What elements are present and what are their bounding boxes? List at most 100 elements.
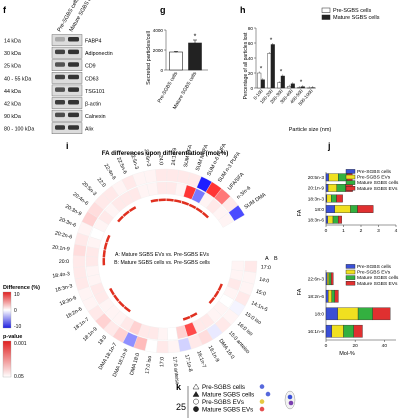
- y-tick-label: 0: [250, 86, 253, 91]
- pvalue-arc: [105, 234, 111, 243]
- blot-size-label: 90 kDa: [4, 114, 21, 120]
- bar-segment: [336, 184, 346, 192]
- colorbar-tick: 10: [14, 292, 20, 298]
- category-label: 0-100: [252, 88, 264, 101]
- panel-g-letter: g: [160, 5, 166, 15]
- panel-h-xlabel: Particle size (nm): [289, 127, 332, 133]
- pvalue-colorbar: p-value 0.001 0.05: [2, 334, 27, 380]
- bar: [169, 51, 183, 71]
- heatmap-label: 18:1n-7: [73, 317, 91, 332]
- pvalue-arc: [102, 258, 106, 266]
- panel-k-letter: k: [176, 382, 182, 392]
- pvalue-tick: 0.001: [14, 341, 27, 347]
- bar-segment: [334, 205, 351, 213]
- ring-label-b: B: [274, 256, 278, 262]
- x-tick-label: 2: [360, 228, 363, 234]
- blot-band: [55, 37, 65, 42]
- category-label: 18:2n-6: [308, 294, 325, 300]
- blot-size-label: 25 kDa: [4, 64, 21, 70]
- significance-marker: *: [280, 69, 283, 76]
- blot-protein-label: CD9: [85, 64, 96, 70]
- blot-band: [55, 87, 65, 92]
- blot-band: [55, 125, 65, 130]
- blot-size-label: 14 kDa: [4, 39, 21, 45]
- blot-band: [68, 125, 79, 130]
- blot-band: [55, 74, 65, 80]
- bar-segment: [357, 205, 374, 213]
- category-label: 18:3n-6: [308, 218, 325, 224]
- blot-protein-label: β-actin: [85, 102, 101, 108]
- bar-segment: [372, 307, 391, 321]
- legend-dot: [259, 399, 265, 404]
- legend-dot: [259, 406, 265, 412]
- bar-segment: [337, 307, 359, 321]
- category-label: 20:5n-3: [308, 175, 325, 181]
- heatmap-cell: [231, 260, 245, 272]
- blot-size-label: 80 - 100 kDa: [4, 127, 34, 133]
- y-tick-label: 0: [160, 68, 163, 73]
- legend-swatch: [345, 264, 356, 269]
- panel-i-letter: i: [66, 141, 69, 151]
- legend-label: Mature SGBS cells: [357, 180, 399, 186]
- bar-segment: [357, 307, 373, 321]
- pvalue-arc: [182, 315, 191, 321]
- category-label: 16:1n-9: [308, 329, 325, 335]
- heatmap-label: DMA 16:0: [217, 338, 235, 360]
- legend-swatch: [321, 14, 331, 20]
- panel-i-title: FA differences upon differentiation (mol…: [102, 150, 229, 157]
- blot-band: [55, 62, 65, 67]
- pvalue-gradient: [2, 340, 12, 378]
- panel-f-letter: f: [3, 5, 7, 15]
- bar: [270, 44, 275, 89]
- pvalue-arc: [123, 305, 131, 313]
- heatmap-label: 20:2n-6: [54, 230, 73, 240]
- pvalue-arc: [113, 294, 120, 302]
- blot-band: [68, 49, 79, 55]
- blot-band: [68, 74, 79, 80]
- legend-swatch: [345, 180, 356, 185]
- bar-segment: [327, 215, 334, 224]
- heatmap-cell: [167, 326, 179, 341]
- inner-legend-a: A: Mature SGBS EVs vs. Pre-SGBS EVs: [115, 252, 209, 258]
- bar-segment: [326, 272, 330, 286]
- significance-marker: *: [300, 79, 303, 86]
- bar-segment: [325, 173, 329, 182]
- pvalue-tick: 0.05: [14, 374, 24, 380]
- significance-marker: *: [270, 37, 273, 44]
- pvalue-arc: [150, 198, 159, 203]
- heatmap-cell: [85, 256, 99, 267]
- heatmap-label: 16:1n-9: [207, 345, 221, 363]
- blot-panel: [51, 46, 83, 59]
- blot-band: [55, 49, 65, 55]
- bar: [267, 53, 272, 89]
- blot-protein-label: TSG101: [85, 89, 105, 95]
- heatmap-label: 17:1n-8: [183, 354, 193, 373]
- blot-band: [68, 87, 79, 92]
- pca-point: [288, 400, 294, 406]
- pvalue-arc: [201, 211, 209, 219]
- filled-circle-icon: [193, 406, 199, 412]
- bar: [257, 72, 262, 89]
- heatmap-label: 14:0: [259, 277, 270, 285]
- blot-panel: [51, 72, 83, 84]
- legend-swatch: [345, 169, 356, 174]
- pvalue-arc: [158, 198, 166, 202]
- pvalue-arc: [174, 199, 182, 204]
- y-tick-label: 2000: [153, 48, 164, 53]
- blot-panel: [51, 122, 83, 134]
- legend-swatch: [321, 7, 331, 13]
- legend-swatch: [345, 185, 356, 191]
- blot-band: [68, 112, 79, 118]
- x-tick-label: 1: [342, 228, 345, 234]
- colorbar-tick: -10: [14, 324, 21, 330]
- bar-segment: [331, 194, 337, 203]
- pca-point: [287, 394, 293, 400]
- heatmap-cell: [167, 339, 181, 354]
- blot-size-label: 30 kDa: [4, 51, 21, 57]
- legend-label: Pre-SGBS cells: [357, 264, 392, 270]
- x-tick-label: 40: [382, 343, 388, 349]
- legend-label: Pre-SGBS EVs: [357, 270, 391, 276]
- open-triangle-icon: [192, 383, 200, 390]
- blot-band: [55, 112, 65, 118]
- x-tick-label: 0: [325, 343, 328, 349]
